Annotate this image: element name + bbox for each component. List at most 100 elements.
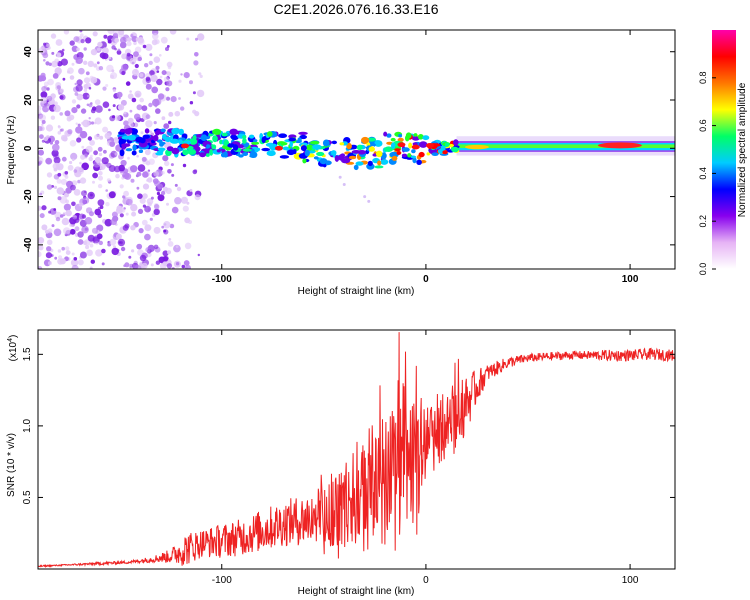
noise-dot xyxy=(102,47,109,55)
signal-blob xyxy=(313,156,319,160)
noise-dot xyxy=(64,171,69,175)
noise-dot xyxy=(69,75,75,80)
noise-dot xyxy=(57,249,62,253)
noise-dot xyxy=(82,119,90,128)
signal-blob xyxy=(375,150,383,158)
noise-dot xyxy=(166,202,169,206)
noise-dot xyxy=(104,218,113,227)
noise-dot xyxy=(87,94,90,98)
noise-dot xyxy=(98,163,106,171)
noise-dot xyxy=(62,211,67,216)
signal-blob xyxy=(380,159,389,165)
x-tick-label: 100 xyxy=(622,274,639,285)
noise-dot xyxy=(108,108,111,112)
noise-dot xyxy=(125,212,129,216)
noise-dot xyxy=(94,156,102,164)
noise-dot xyxy=(70,152,78,160)
noise-dot xyxy=(38,149,44,156)
noise-dot xyxy=(128,255,132,259)
noise-dot xyxy=(125,81,131,86)
noise-dot xyxy=(43,59,46,62)
colorbar-tick-label: 0.8 xyxy=(698,72,708,85)
noise-dot xyxy=(102,101,110,108)
noise-dot xyxy=(74,82,77,86)
noise-dot xyxy=(71,45,79,52)
noise-dot xyxy=(136,243,143,250)
signal-blob xyxy=(128,134,136,141)
noise-dot xyxy=(83,77,91,84)
signal-blob xyxy=(384,146,394,152)
noise-dot xyxy=(121,64,129,72)
noise-dot xyxy=(189,101,194,105)
noise-dot xyxy=(156,78,163,86)
signal-blob xyxy=(377,160,382,166)
noise-dot xyxy=(176,186,182,192)
noise-dot xyxy=(86,103,90,107)
noise-dot xyxy=(90,121,95,125)
noise-dot xyxy=(89,266,93,269)
noise-dot xyxy=(99,135,104,140)
noise-dot xyxy=(97,183,103,189)
noise-dot xyxy=(71,201,76,207)
spectrogram-signal-band xyxy=(117,127,675,203)
colorbar-tick-label: 0.4 xyxy=(698,167,708,180)
noise-dot xyxy=(56,52,62,58)
noise-dot xyxy=(69,160,73,165)
noise-dot xyxy=(73,257,78,261)
noise-dot xyxy=(54,256,58,260)
noise-dot xyxy=(199,74,203,78)
noise-dot xyxy=(116,91,123,98)
noise-dot xyxy=(147,177,153,183)
noise-dot xyxy=(162,250,169,257)
signal-blob xyxy=(144,128,150,134)
noise-dot xyxy=(90,76,98,84)
noise-dot xyxy=(62,77,66,81)
noise-dot xyxy=(151,39,158,46)
noise-dot xyxy=(92,235,101,243)
signal-blob xyxy=(451,146,459,153)
noise-dot xyxy=(89,193,93,197)
noise-dot xyxy=(147,202,152,207)
noise-dot xyxy=(67,164,74,171)
noise-dot xyxy=(155,65,160,70)
signal-blob xyxy=(374,165,384,169)
noise-dot xyxy=(80,154,86,160)
noise-dot xyxy=(165,87,170,92)
noise-dot xyxy=(192,169,198,175)
signal-hotspot xyxy=(397,142,406,148)
noise-dot xyxy=(112,88,116,93)
noise-dot xyxy=(50,115,56,120)
noise-dot xyxy=(114,37,120,43)
noise-dot xyxy=(90,154,93,158)
y-tick-label: -40 xyxy=(23,237,34,252)
signal-blob xyxy=(178,128,184,136)
noise-dot xyxy=(126,41,132,47)
signal-blob xyxy=(155,131,160,136)
band-peak xyxy=(597,142,642,149)
noise-dot xyxy=(131,61,135,65)
signal-blob xyxy=(356,144,363,151)
signal-blob xyxy=(221,132,228,137)
signal-blob xyxy=(131,150,137,156)
noise-dot xyxy=(62,136,68,142)
noise-dot xyxy=(38,156,41,161)
noise-dot xyxy=(69,140,77,147)
signal-blob xyxy=(374,140,380,145)
noise-dot xyxy=(45,157,53,165)
noise-dot xyxy=(81,214,87,219)
signal-blob xyxy=(171,127,180,135)
noise-dot xyxy=(71,252,75,256)
signal-blob xyxy=(390,137,396,142)
noise-dot xyxy=(38,46,46,54)
noise-dot xyxy=(129,109,133,113)
noise-dot xyxy=(58,255,63,260)
noise-dot xyxy=(108,191,116,199)
noise-dot xyxy=(80,108,87,114)
noise-dot xyxy=(363,195,367,199)
noise-dot xyxy=(57,172,62,177)
signal-blob xyxy=(267,131,273,137)
noise-dot xyxy=(43,81,49,87)
noise-dot xyxy=(171,173,175,177)
signal-blob xyxy=(408,142,413,149)
noise-dot xyxy=(168,111,174,117)
